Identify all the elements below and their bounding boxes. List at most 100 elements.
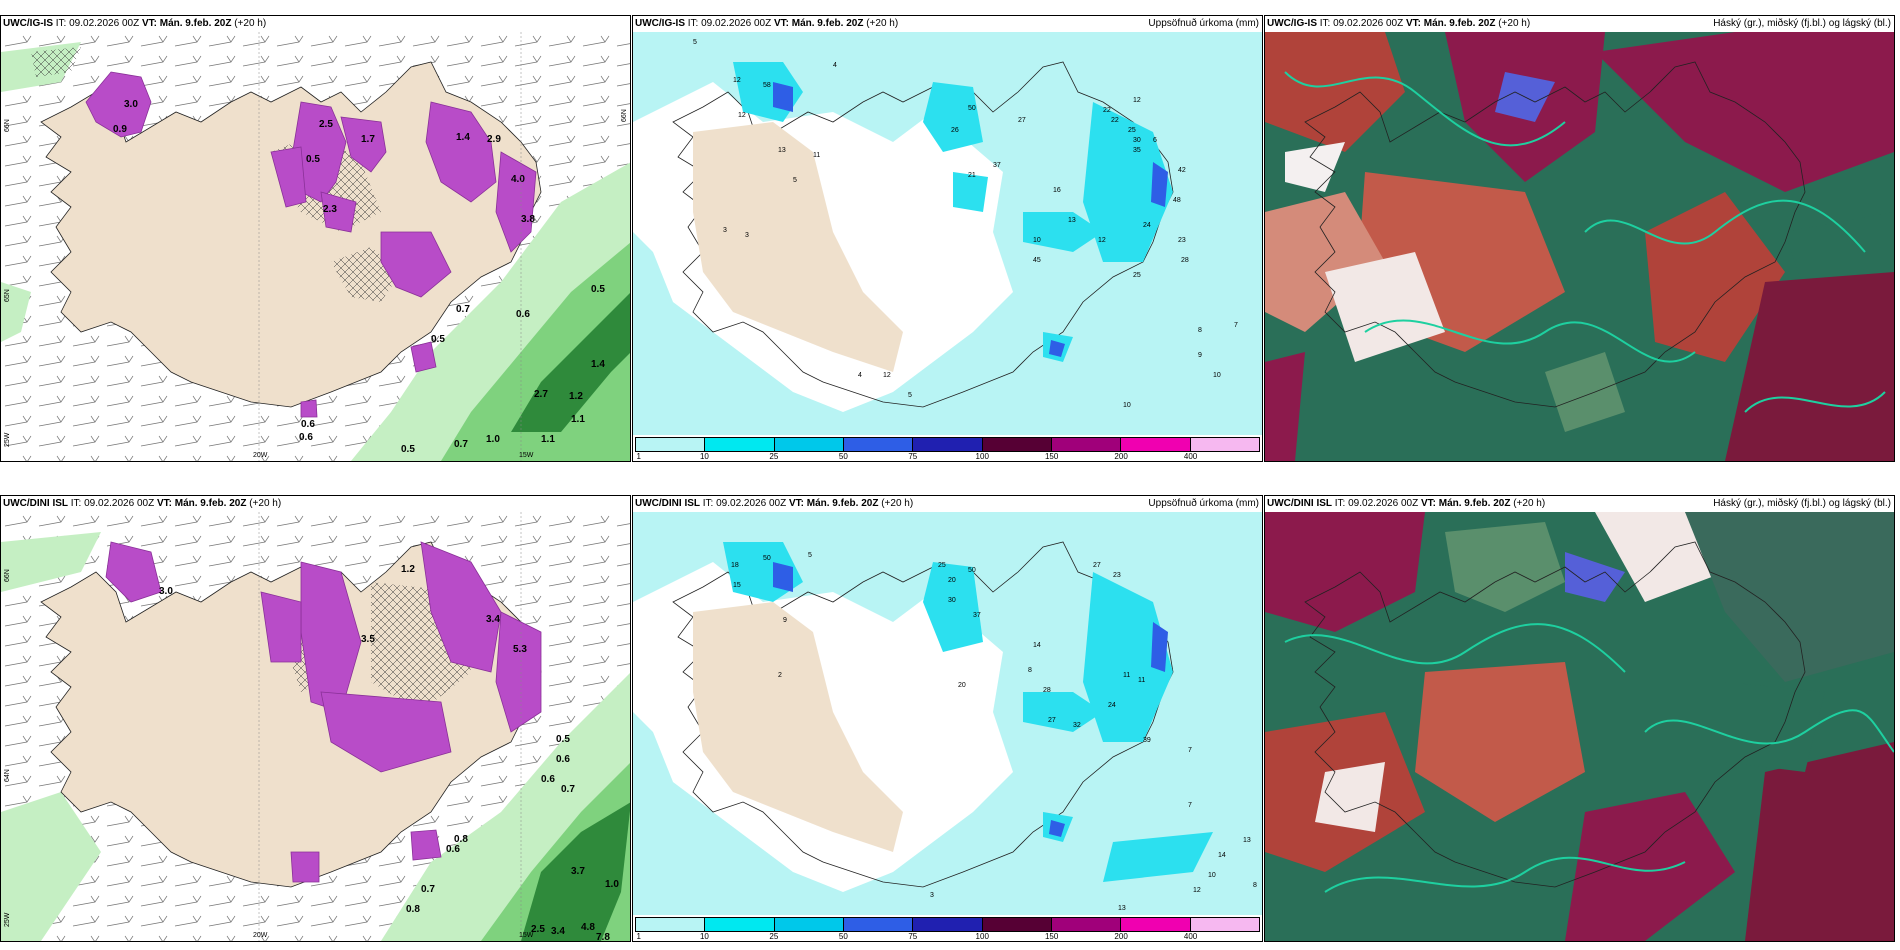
svg-text:5: 5 [808, 552, 812, 559]
svg-text:26: 26 [951, 127, 959, 134]
svg-text:50: 50 [968, 567, 976, 574]
init-time-value: 09.02.2026 00Z [716, 498, 787, 509]
precip-map: 18 50 15 9 5 25 50 27 23 37 20 30 14 11 … [633, 512, 1262, 915]
colorbar-swatch [1121, 438, 1191, 451]
colorbar-swatch [774, 918, 844, 931]
colorbar-swatch [705, 918, 775, 931]
init-time-value: 09.02.2026 00Z [69, 18, 140, 29]
valid-time: VT: Mán. 9.feb. 20Z [773, 18, 864, 29]
svg-text:4.0: 4.0 [511, 174, 525, 185]
lon-label-25: 25W [4, 432, 11, 447]
colorbar-swatch [1051, 438, 1122, 451]
init-time-label: IT: [55, 18, 67, 29]
panel-igis-precip: UWC/IG-IS IT: 09.02.2026 00Z VT: Mán. 9.… [632, 15, 1263, 462]
colorbar-swatch [1190, 918, 1259, 931]
svg-text:16: 16 [1053, 187, 1061, 194]
init-time-value: 09.02.2026 00Z [1333, 18, 1404, 29]
colorbar-swatch [982, 918, 1052, 931]
colorbar-swatch [843, 918, 914, 931]
init-time-label: IT: [1319, 18, 1331, 29]
svg-text:24: 24 [1108, 702, 1116, 709]
panel-dini-snow: UWC/DINI ISL IT: 09.02.2026 00Z VT: Mán.… [0, 495, 631, 942]
snow-area-dark [511, 293, 630, 432]
snow-area-mid [441, 242, 630, 461]
svg-text:2.9: 2.9 [487, 134, 501, 145]
cloud-map [1265, 512, 1894, 941]
colorbar-tick-label: 1 [636, 932, 641, 941]
model-name: UWC/IG-IS [1267, 18, 1317, 29]
svg-text:11: 11 [1123, 672, 1130, 679]
svg-text:0.5: 0.5 [401, 444, 415, 455]
cloud-contours [1284, 71, 1886, 413]
svg-text:25W: 25W [4, 912, 11, 927]
svg-text:32: 32 [1073, 722, 1081, 729]
precip-colorbar: 1 10 25 50 75 100 150 200 400 [633, 435, 1262, 461]
svg-text:3: 3 [745, 232, 749, 239]
model-name: UWC/DINI ISL [635, 498, 700, 509]
svg-text:64N: 64N [4, 769, 11, 782]
svg-text:7: 7 [1188, 747, 1192, 754]
lat-label-65: 65N [4, 289, 11, 302]
svg-text:20: 20 [948, 577, 956, 584]
colorbar-tick-label: 100 [975, 932, 989, 941]
colorbar-swatch [913, 438, 983, 451]
lat-label-66-right: 66N [621, 109, 628, 122]
svg-text:10: 10 [1033, 237, 1041, 244]
svg-text:10: 10 [1123, 402, 1131, 409]
panel-header: UWC/DINI ISL IT: 09.02.2026 00Z VT: Mán.… [633, 496, 1262, 512]
svg-text:12: 12 [1133, 97, 1141, 104]
svg-text:1.2: 1.2 [401, 564, 415, 575]
panel-right-title: Uppsöfnuð úrkoma (mm) [1148, 498, 1259, 509]
svg-text:3.5: 3.5 [361, 634, 375, 645]
svg-text:3.8: 3.8 [521, 214, 535, 225]
svg-text:21: 21 [968, 172, 976, 179]
svg-text:2.7: 2.7 [534, 389, 548, 400]
svg-text:0.9: 0.9 [113, 124, 127, 135]
colorbar-tick-label: 75 [908, 452, 918, 461]
svg-text:3: 3 [930, 892, 934, 899]
svg-text:0.5: 0.5 [591, 284, 605, 295]
colorbar-tick-label: 25 [769, 452, 779, 461]
model-name: UWC/IG-IS [635, 18, 685, 29]
colorbar-tick-label: 1 [636, 452, 641, 461]
colorbar-swatch [913, 918, 983, 931]
valid-time: VT: Mán. 9.feb. 20Z [788, 498, 879, 509]
colorbar-tick-label: 10 [699, 452, 709, 461]
lead-time: (+20 h) [234, 18, 267, 29]
svg-text:1.2: 1.2 [569, 391, 583, 402]
init-time-value: 09.02.2026 00Z [1348, 498, 1419, 509]
colorbar-swatch [1051, 918, 1122, 931]
model-name: UWC/DINI ISL [3, 498, 68, 509]
svg-text:37: 37 [973, 612, 981, 619]
svg-text:0.8: 0.8 [454, 834, 468, 845]
svg-text:50: 50 [968, 105, 976, 112]
model-name: UWC/DINI ISL [1267, 498, 1332, 509]
svg-text:1.7: 1.7 [361, 134, 375, 145]
svg-text:3: 3 [723, 227, 727, 234]
svg-text:20: 20 [958, 682, 966, 689]
colorbar-tick-label: 10 [699, 932, 709, 941]
svg-text:25: 25 [1133, 272, 1141, 279]
lead-time: (+20 h) [249, 498, 282, 509]
svg-text:9: 9 [783, 617, 787, 624]
svg-text:0.5: 0.5 [556, 734, 570, 745]
svg-text:1.4: 1.4 [591, 359, 605, 370]
lat-label-66: 66N [4, 119, 11, 132]
panel-dini-clouds: UWC/DINI ISL IT: 09.02.2026 00Z VT: Mán.… [1264, 495, 1895, 942]
model-name: UWC/IG-IS [3, 18, 53, 29]
panel-dini-precip: UWC/DINI ISL IT: 09.02.2026 00Z VT: Mán.… [632, 495, 1263, 942]
svg-text:0.6: 0.6 [301, 419, 315, 430]
panel-igis-clouds: UWC/IG-IS IT: 09.02.2026 00Z VT: Mán. 9.… [1264, 15, 1895, 462]
svg-text:1.1: 1.1 [571, 414, 585, 425]
svg-text:12: 12 [738, 112, 746, 119]
svg-text:15W: 15W [519, 932, 534, 939]
svg-text:5.3: 5.3 [513, 644, 527, 655]
svg-text:2: 2 [778, 672, 782, 679]
lead-time: (+20 h) [1498, 18, 1531, 29]
init-time-label: IT: [70, 498, 82, 509]
valid-time: VT: Mán. 9.feb. 20Z [1420, 498, 1511, 509]
svg-text:20W: 20W [253, 932, 268, 939]
panel-header: UWC/DINI ISL IT: 09.02.2026 00Z VT: Mán.… [1265, 496, 1894, 512]
iceland-landmass [40, 61, 542, 408]
svg-text:1.0: 1.0 [605, 879, 619, 890]
